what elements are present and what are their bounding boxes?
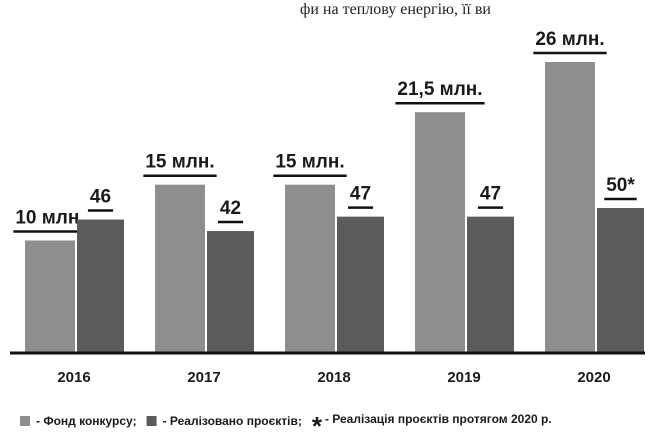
- value-label: 15 млн.: [275, 152, 344, 173]
- bar: [285, 184, 335, 352]
- value-label: 26 млн.: [535, 29, 604, 50]
- value-label: 47: [480, 184, 501, 205]
- bar: [77, 219, 124, 352]
- legend-swatch: [20, 416, 30, 426]
- bar: [415, 112, 465, 352]
- bar: [207, 231, 254, 352]
- legend-label: - Фонд конкурсу;: [36, 414, 137, 428]
- bar: [25, 240, 75, 352]
- page-fragment: фи на теплову енергію, її ви: [300, 1, 491, 18]
- bar: [545, 62, 595, 352]
- bar: [155, 184, 205, 352]
- footnote-symbol: *: [312, 411, 323, 436]
- x-tick-label: 2018: [317, 369, 350, 386]
- bar: [467, 216, 514, 352]
- value-label: 42: [220, 198, 241, 219]
- legend-swatch: [146, 416, 157, 426]
- x-tick-label: 2019: [447, 369, 480, 386]
- value-label: 10 млн.: [15, 207, 84, 228]
- x-tick-label: 2016: [57, 369, 90, 386]
- legend-label: - Реалізовано проєктів;: [163, 414, 302, 428]
- x-tick-label: 2020: [577, 369, 610, 386]
- bar: [337, 216, 384, 352]
- value-label: 21,5 млн.: [397, 79, 482, 100]
- bar: [597, 208, 644, 352]
- value-label: 50*: [606, 175, 635, 196]
- value-label: 46: [90, 187, 111, 208]
- footnote-text: - Реалізація проєктів протягом 2020 р.: [325, 412, 552, 426]
- x-tick-label: 2017: [187, 369, 220, 386]
- value-label: 15 млн.: [145, 152, 214, 173]
- value-label: 47: [350, 184, 371, 205]
